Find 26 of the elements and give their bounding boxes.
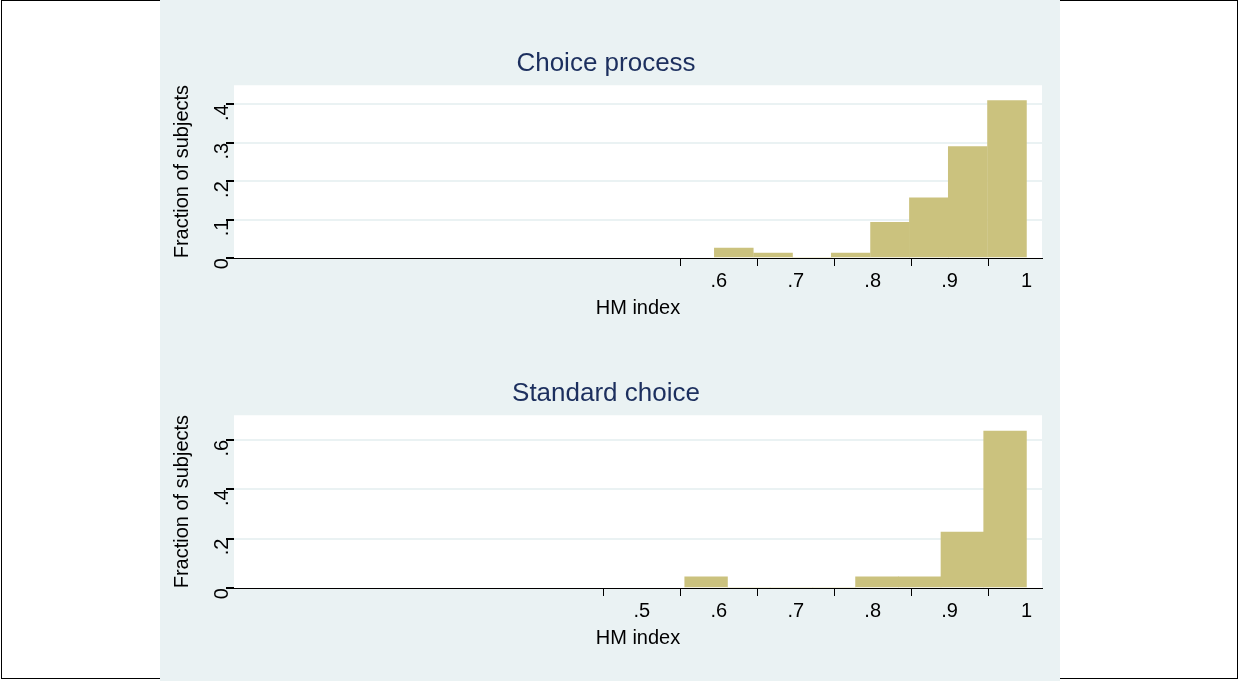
chart-title: Choice process	[516, 46, 696, 77]
y-tick-label: .2	[209, 181, 232, 198]
y-axis-title: Fraction of subjects	[169, 84, 192, 259]
y-tick-label: .4	[209, 489, 232, 506]
x-tick-label: .7	[787, 268, 805, 291]
x-tick-label: .6	[710, 268, 728, 291]
x-tick-label: .7	[787, 598, 805, 621]
x-tick-label: .9	[941, 268, 958, 291]
x-axis-title: HM index	[595, 625, 681, 648]
x-tick-label: 1	[1021, 598, 1033, 621]
y-tick-label: .2	[209, 538, 232, 556]
chart-title: Standard choice	[512, 376, 700, 407]
y-tick-label: .3	[209, 142, 232, 160]
x-tick-label: .8	[864, 598, 882, 621]
y-axis-title: Fraction of subjects	[169, 414, 192, 589]
y-tick-label: 0	[209, 588, 232, 600]
x-tick-label: .9	[941, 598, 958, 621]
x-tick-label: .6	[710, 598, 728, 621]
y-tick-label: .4	[209, 104, 232, 122]
y-tick-label: 0	[209, 258, 232, 270]
y-tick-label: .1	[209, 219, 232, 237]
y-tick-label: .6	[209, 439, 232, 457]
x-tick-label: .5	[633, 598, 651, 621]
x-axis-title: HM index	[595, 295, 681, 318]
x-tick-label: .8	[864, 268, 882, 291]
x-tick-label: 1	[1021, 268, 1033, 291]
